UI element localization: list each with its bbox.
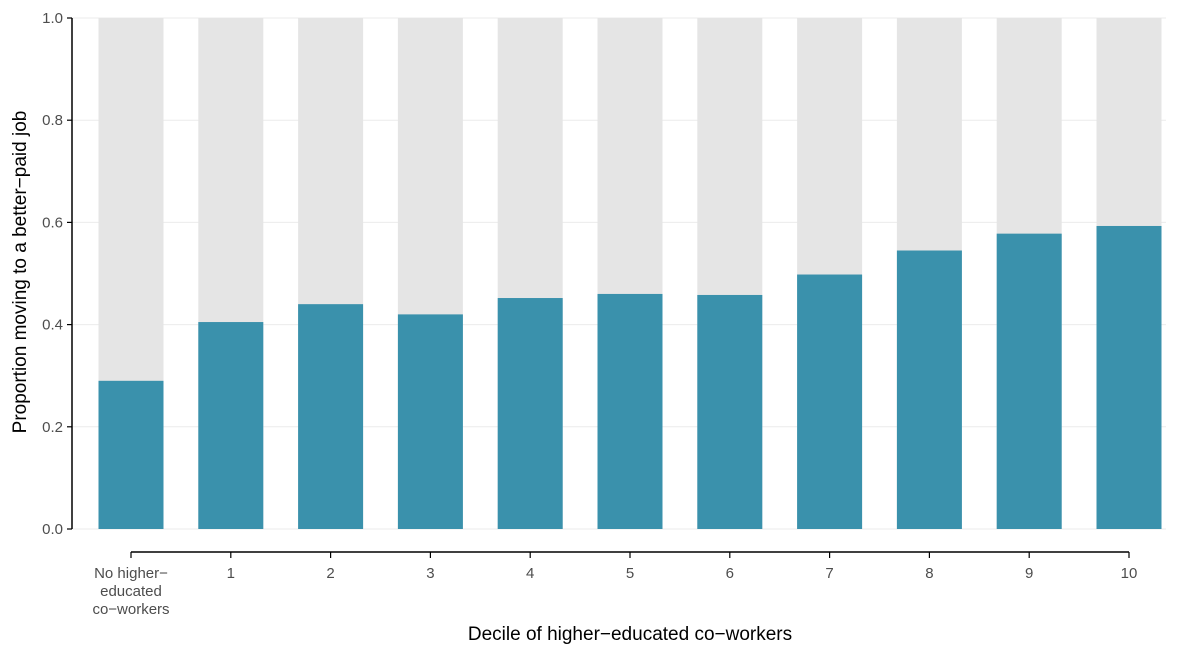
x-tick-label: 4 (526, 565, 534, 582)
x-tick-label-line: 10 (1121, 565, 1138, 582)
bar (397, 314, 463, 529)
x-tick-label: 5 (626, 565, 634, 582)
y-tick-label: 0.4 (42, 317, 63, 334)
x-tick-label: 10 (1121, 565, 1138, 582)
x-tick-label-line: 7 (825, 565, 833, 582)
x-axis-title: Decile of higher−educated co−workers (468, 624, 792, 645)
x-tick-label: No higher− educated co−workers (92, 565, 169, 618)
y-axis-title: Proportion moving to a better−paid job (10, 111, 31, 434)
y-tick-label: 0.6 (42, 214, 63, 231)
x-tick-label: 3 (426, 565, 434, 582)
bar (996, 233, 1062, 529)
x-tick-label: 1 (227, 565, 235, 582)
y-tick-label: 0.8 (42, 112, 63, 129)
data-bars (98, 225, 1162, 530)
x-tick-label-line: 9 (1025, 565, 1033, 582)
x-tick-label-line: 4 (526, 565, 534, 582)
bar (198, 322, 264, 529)
x-tick-label: 2 (326, 565, 334, 582)
x-tick-label-line: co−workers (92, 601, 169, 618)
x-tick-label-line: educated (100, 583, 162, 600)
bar (896, 250, 962, 529)
bar (497, 298, 563, 529)
x-tick-label-line: 3 (426, 565, 434, 582)
bar (1096, 225, 1162, 530)
x-tick-label-line: 1 (227, 565, 235, 582)
y-tick-label: 1.0 (42, 10, 63, 27)
y-tick-label: 0.2 (42, 419, 63, 436)
x-tick-label-line: 8 (925, 565, 933, 582)
x-tick-label: 7 (825, 565, 833, 582)
y-axis: 0.0 0.2 0.4 0.6 0.8 1.0 (42, 10, 73, 538)
bar (697, 294, 763, 529)
y-tick-label: 0.0 (42, 521, 63, 538)
x-tick-label-line: 2 (326, 565, 334, 582)
x-tick-label: 9 (1025, 565, 1033, 582)
bar (98, 380, 164, 529)
x-axis: No higher− educated co−workers 1 2 3 4 5 6 7 8 9 10 (92, 551, 1138, 618)
bar (597, 293, 663, 529)
bar (797, 274, 863, 529)
x-tick-label-line: 6 (726, 565, 734, 582)
x-tick-label: 8 (925, 565, 933, 582)
bar (298, 304, 364, 529)
x-tick-label: 6 (726, 565, 734, 582)
x-tick-label-line: No higher− (94, 565, 168, 582)
x-tick-label-line: 5 (626, 565, 634, 582)
